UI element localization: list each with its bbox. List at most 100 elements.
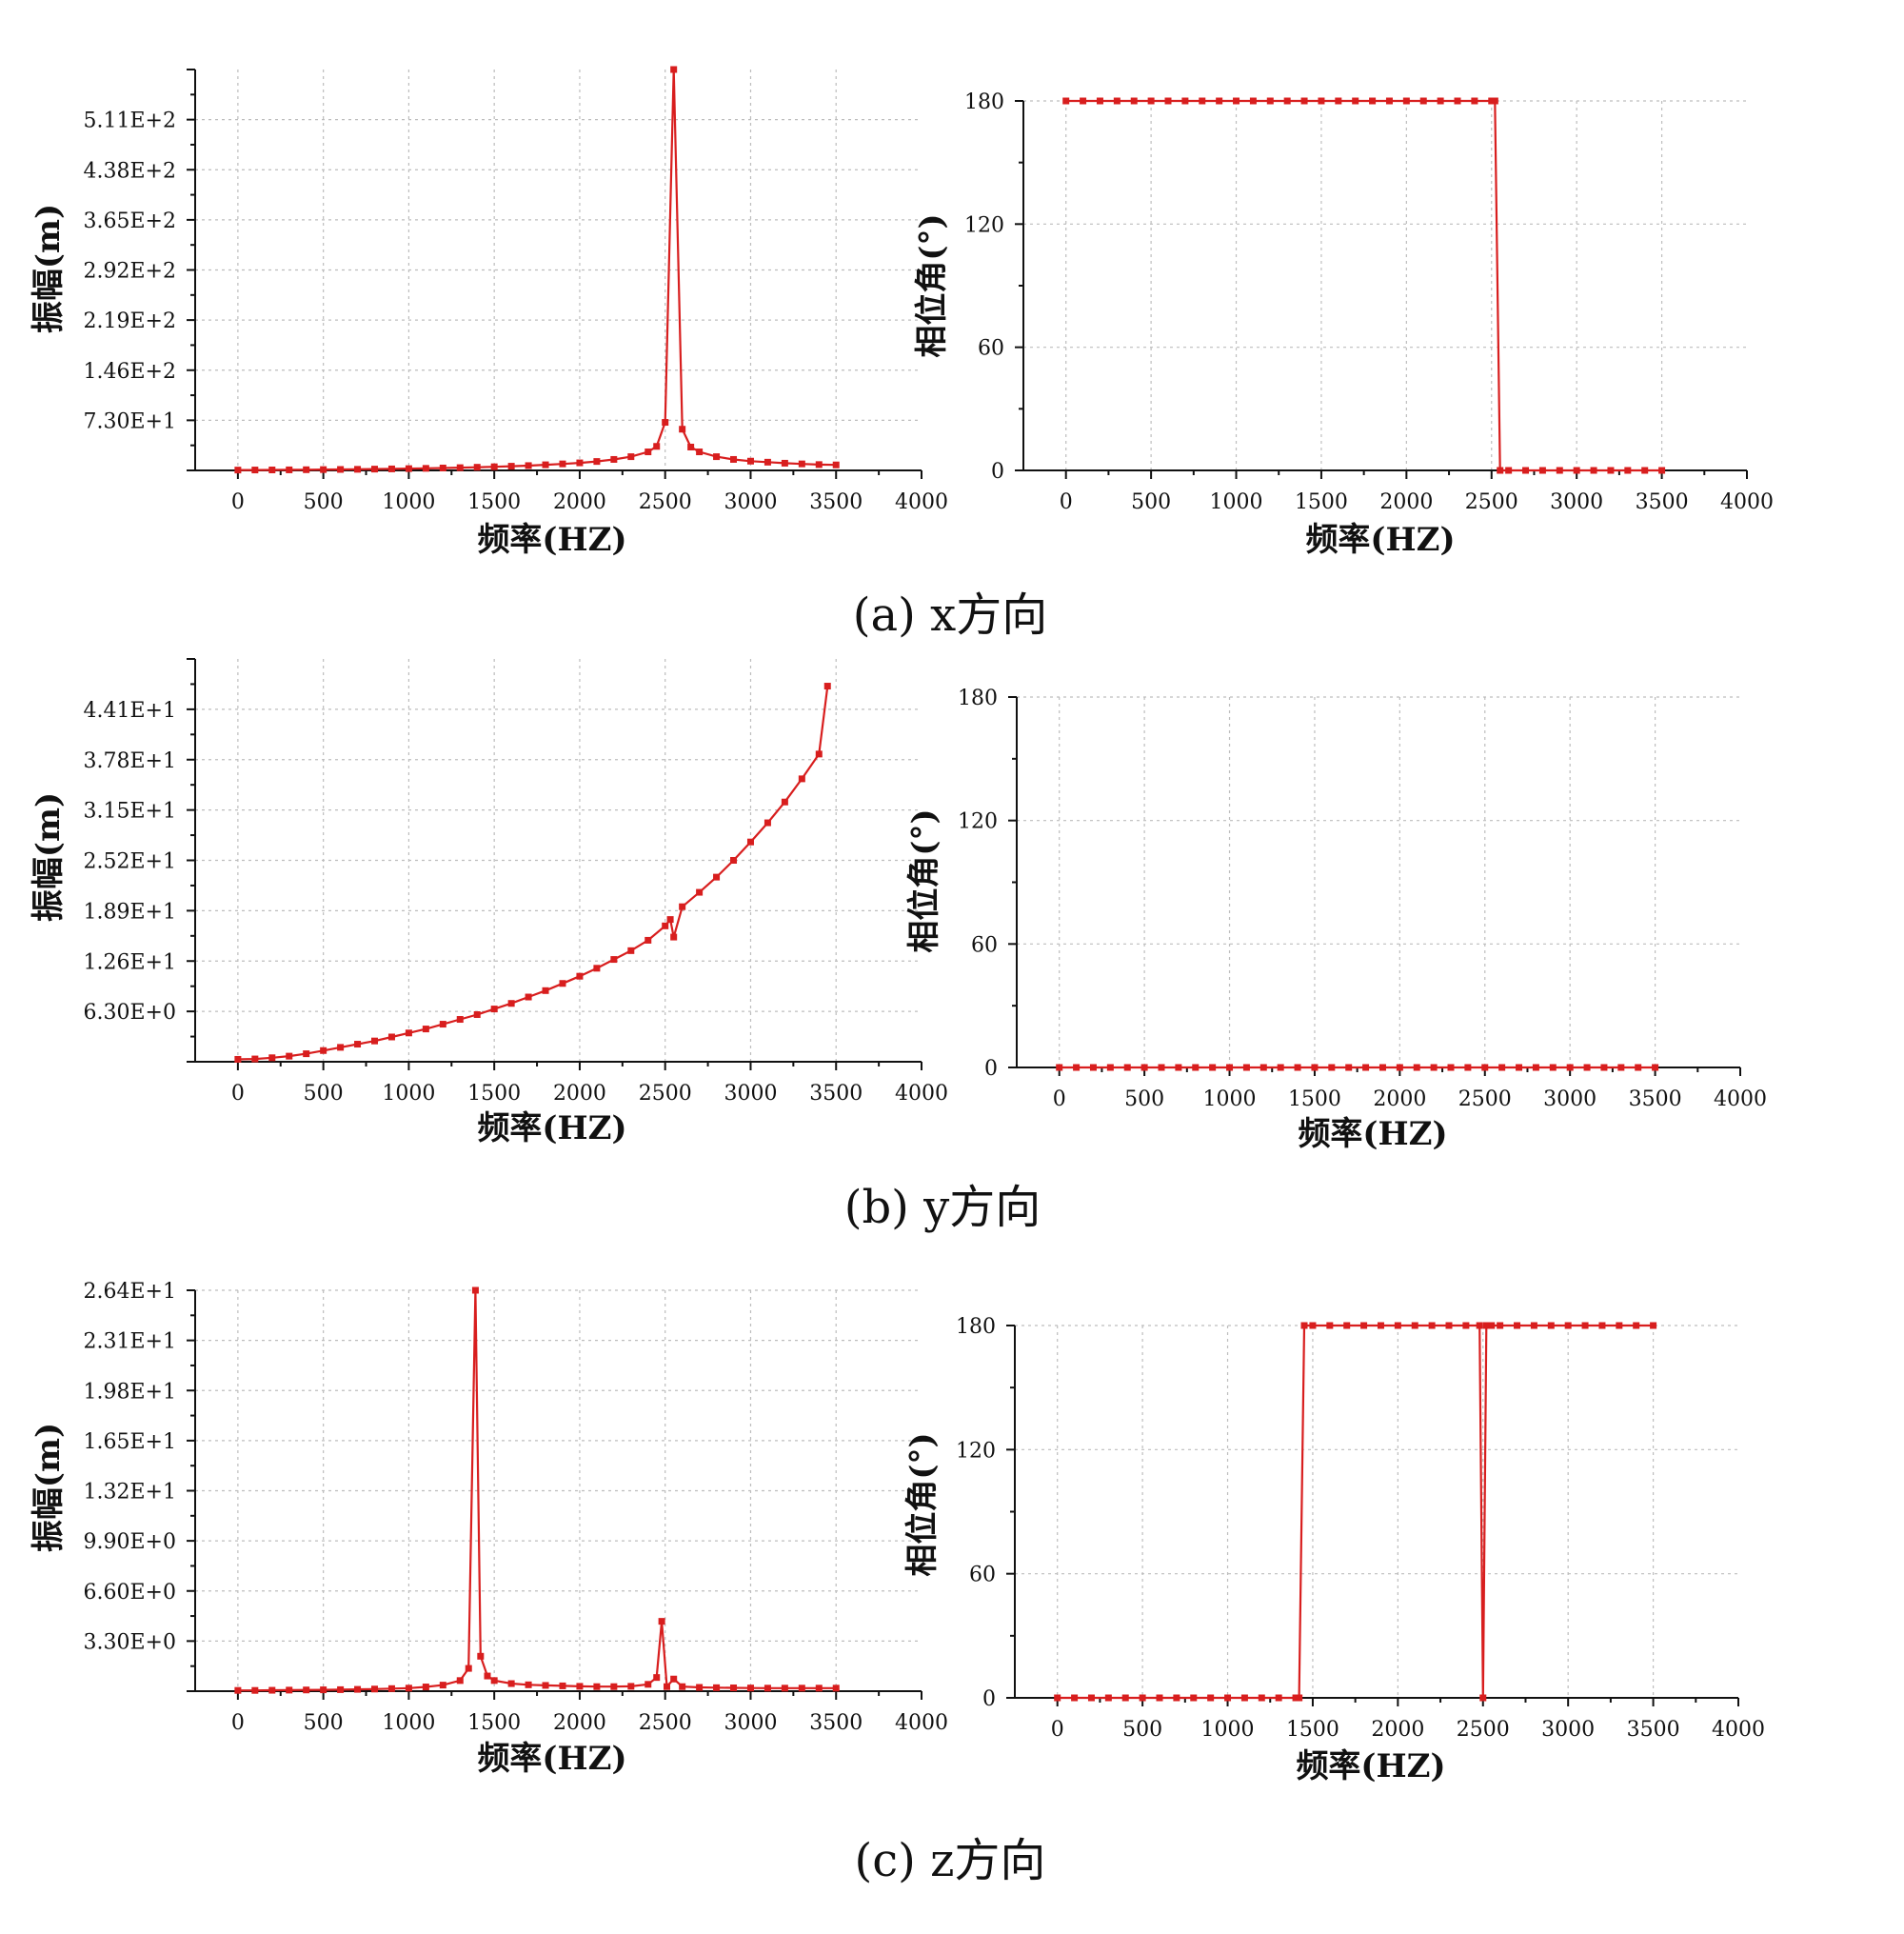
panel-b-amplitude-data-point bbox=[354, 1041, 362, 1048]
panel-b-amplitude-data-point bbox=[542, 987, 549, 994]
panel-c-phase-data-point bbox=[1476, 1322, 1483, 1329]
panel-b-phase-data-point bbox=[1447, 1064, 1455, 1071]
panel-a-amplitude-x-tick-label: 1000 bbox=[382, 490, 435, 514]
panel-a-phase-data-point bbox=[1181, 97, 1189, 105]
panel-a-amplitude-x-tick-label: 500 bbox=[304, 490, 344, 514]
panel-b-amplitude-data-point bbox=[387, 1033, 395, 1041]
panel-a-amplitude-data-point bbox=[610, 455, 618, 463]
panel-a-phase-data-point bbox=[1352, 97, 1359, 105]
panel-b-amplitude-data-point bbox=[593, 965, 601, 972]
panel-c-amplitude-data-point bbox=[746, 1685, 754, 1692]
panel-c-phase-data-point bbox=[1482, 1322, 1490, 1329]
panel-b-amplitude-data-point bbox=[781, 798, 788, 806]
panel-c-amplitude-y-tick-label: 2.31E+1 bbox=[84, 1330, 176, 1354]
panel-b-phase: 相位角(°) 频率(HZ) 0 500 1000 1500 2000 2500 3000 35… bbox=[905, 687, 1767, 1153]
panel-c-phase-data-point bbox=[1258, 1694, 1265, 1702]
caption-c: (c) z方向 bbox=[855, 1834, 1046, 1887]
panel-c-phase-data-point bbox=[1173, 1694, 1180, 1702]
panel-b-amplitude-data-point bbox=[559, 980, 566, 987]
panel-c-phase-data-point bbox=[1428, 1322, 1436, 1329]
panel-b-amplitude-data-point bbox=[679, 903, 686, 910]
panel-a-amplitude-data-point bbox=[354, 466, 362, 473]
panel-a-amplitude-y-tick-label: 2.92E+2 bbox=[84, 260, 176, 284]
panel-a-amplitude-y-tick-label: 5.11E+2 bbox=[84, 110, 176, 133]
panel-c-phase-data-point bbox=[1087, 1694, 1095, 1702]
panel-c-phase-data-point bbox=[1292, 1694, 1299, 1702]
caption-b: (b) y方向 bbox=[844, 1181, 1041, 1234]
panel-b-amplitude-x-tick-label: 1000 bbox=[382, 1082, 435, 1106]
panel-b-amplitude-data-point bbox=[576, 972, 584, 980]
panel-b-phase-data-point bbox=[1106, 1064, 1114, 1071]
panel-b-amplitude-data-point bbox=[320, 1047, 327, 1054]
panel-b-amplitude: 振幅(m) 频率(HZ) 0 500 1000 1500 2000 2500 3000 350… bbox=[30, 658, 948, 1147]
panel-a-amplitude-data-point bbox=[653, 443, 661, 450]
panel-a-phase-data-point bbox=[1233, 97, 1240, 105]
panel-b-phase-data-point bbox=[1516, 1064, 1523, 1071]
panel-c-phase-data-point bbox=[1411, 1322, 1418, 1329]
panel-c-phase-data-point bbox=[1497, 1322, 1504, 1329]
panel-a-amplitude-data-point bbox=[815, 461, 823, 469]
panel-a-amplitude-data-point bbox=[679, 426, 686, 433]
panel-c-amplitude-data-point bbox=[477, 1652, 485, 1660]
panel-b-amplitude-xlabel: 频率(HZ) bbox=[477, 1109, 626, 1147]
panel-a-phase-data-point bbox=[1402, 97, 1410, 105]
panel-a-amplitude-data-point bbox=[798, 460, 805, 468]
panel-b-amplitude-data-point bbox=[746, 838, 754, 846]
panel-a-amplitude-y-tick-label: 3.65E+2 bbox=[84, 209, 176, 233]
panel-c-amplitude-x-tick-label: 1500 bbox=[467, 1711, 521, 1735]
panel-c-phase-series-line bbox=[1057, 1324, 1654, 1700]
panel-c-amplitude-data-point bbox=[653, 1674, 661, 1682]
panel-c-amplitude-data-point bbox=[730, 1684, 738, 1691]
panel-a-phase-data-point bbox=[1419, 97, 1427, 105]
panel-b-amplitude-data-point bbox=[251, 1055, 259, 1063]
panel-c-phase-data-point bbox=[1326, 1322, 1334, 1329]
panel-c-amplitude-data-point bbox=[439, 1682, 446, 1689]
panel-a-amplitude-data-point bbox=[473, 464, 481, 471]
panel-c-phase: 相位角(°) 频率(HZ) 0 500 1000 1500 2000 2500 3000 35… bbox=[903, 1315, 1765, 1785]
panel-b-phase-data-point bbox=[1345, 1064, 1353, 1071]
panel-b-amplitude-data-point bbox=[627, 947, 635, 954]
panel-c-amplitude-data-point bbox=[337, 1685, 345, 1693]
panel-b-amplitude-data-point bbox=[713, 873, 721, 881]
panel-c-amplitude-y-tick-label: 2.64E+1 bbox=[84, 1280, 176, 1304]
panel-c-amplitude-ylabel: 振幅(m) bbox=[30, 1423, 68, 1552]
panel-a-phase-data-point bbox=[1385, 97, 1393, 105]
panel-a-amplitude-data-point bbox=[303, 466, 310, 473]
panel-a-phase-data-point bbox=[1505, 467, 1513, 474]
panel-c-phase-data-point bbox=[1547, 1322, 1555, 1329]
panel-c-amplitude-data-point bbox=[764, 1685, 771, 1692]
panel-c-phase-data-point bbox=[1104, 1694, 1112, 1702]
panel-c-phase-data-point bbox=[1462, 1322, 1470, 1329]
panel-c-amplitude-x-tick-label: 2000 bbox=[553, 1711, 606, 1735]
panel-a-amplitude-data-point bbox=[320, 466, 327, 473]
panel-c-phase-data-point bbox=[1514, 1322, 1521, 1329]
panel-b-phase-data-point bbox=[1073, 1064, 1081, 1071]
panel-c-amplitude-data-point bbox=[286, 1686, 293, 1694]
panel-a-amplitude: 振幅(m) 频率(HZ) 0 500 1000 1500 2000 2500 3000 350… bbox=[30, 66, 948, 559]
panel-b-phase-x-tick-label: 2000 bbox=[1373, 1087, 1426, 1111]
panel-a-phase-y-tick-label: 120 bbox=[964, 213, 1004, 237]
panel-c-amplitude-x-tick-label: 4000 bbox=[895, 1711, 948, 1735]
panel-b-phase-y-tick-label: 60 bbox=[971, 933, 998, 957]
panel-b-phase-data-point bbox=[1481, 1064, 1489, 1071]
panel-c-amplitude-x-tick-label: 500 bbox=[304, 1711, 344, 1735]
panel-b-amplitude-x-tick-label: 0 bbox=[231, 1082, 245, 1106]
panel-a-phase-data-point bbox=[1266, 97, 1274, 105]
panel-c-amplitude-x-tick-label: 3500 bbox=[809, 1711, 863, 1735]
panel-a-amplitude-data-point bbox=[490, 463, 498, 470]
panel-b-amplitude-x-tick-label: 1500 bbox=[467, 1082, 521, 1106]
panel-c-amplitude-data-point bbox=[645, 1681, 652, 1688]
panel-b-amplitude-data-point bbox=[422, 1026, 429, 1033]
panel-c-phase-data-point bbox=[1300, 1322, 1308, 1329]
panel-a-phase-data-point bbox=[1658, 467, 1666, 474]
panel-a-amplitude-data-point bbox=[593, 458, 601, 466]
panel-b-phase-data-point bbox=[1328, 1064, 1336, 1071]
panel-a-amplitude-data-point bbox=[670, 66, 678, 73]
panel-c-phase-x-tick-label: 0 bbox=[1051, 1718, 1064, 1742]
panel-b-phase-data-point bbox=[1089, 1064, 1097, 1071]
panel-b-amplitude-data-point bbox=[234, 1055, 242, 1063]
panel-c-amplitude-data-point bbox=[371, 1685, 379, 1693]
panel-c-phase-x-tick-label: 4000 bbox=[1712, 1718, 1765, 1742]
panel-a-amplitude-data-point bbox=[387, 465, 395, 472]
panel-c-phase-data-point bbox=[1581, 1322, 1589, 1329]
